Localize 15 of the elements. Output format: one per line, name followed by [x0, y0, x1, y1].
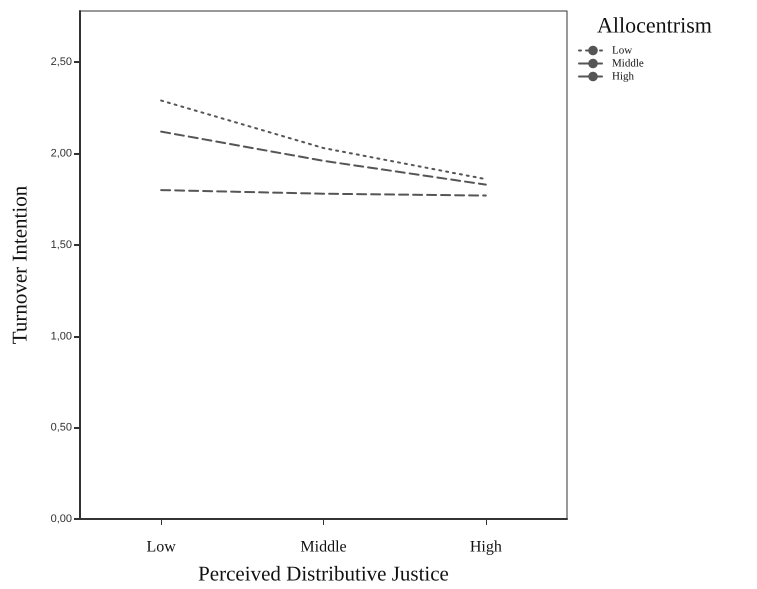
y-axis-title: Turnover Intention — [8, 185, 32, 344]
x-tick-label: Low — [146, 538, 176, 556]
x-tick-label: High — [470, 538, 502, 556]
legend-label: High — [612, 70, 634, 82]
y-tick-label: 0,00 — [50, 513, 72, 525]
y-tick-label: 2,00 — [50, 148, 72, 160]
y-tick-label: 2,50 — [50, 56, 72, 68]
legend-label: Low — [612, 44, 632, 56]
y-tick-label: 0,50 — [50, 422, 72, 434]
y-tick-label: 1,00 — [50, 330, 72, 342]
x-axis-title: Perceived Distributive Justice — [198, 562, 449, 586]
legend-title: Allocentrism — [597, 12, 712, 38]
x-tick-label: Middle — [300, 538, 347, 556]
legend-label: Middle — [612, 58, 644, 70]
y-tick-label: 1,50 — [50, 238, 72, 251]
